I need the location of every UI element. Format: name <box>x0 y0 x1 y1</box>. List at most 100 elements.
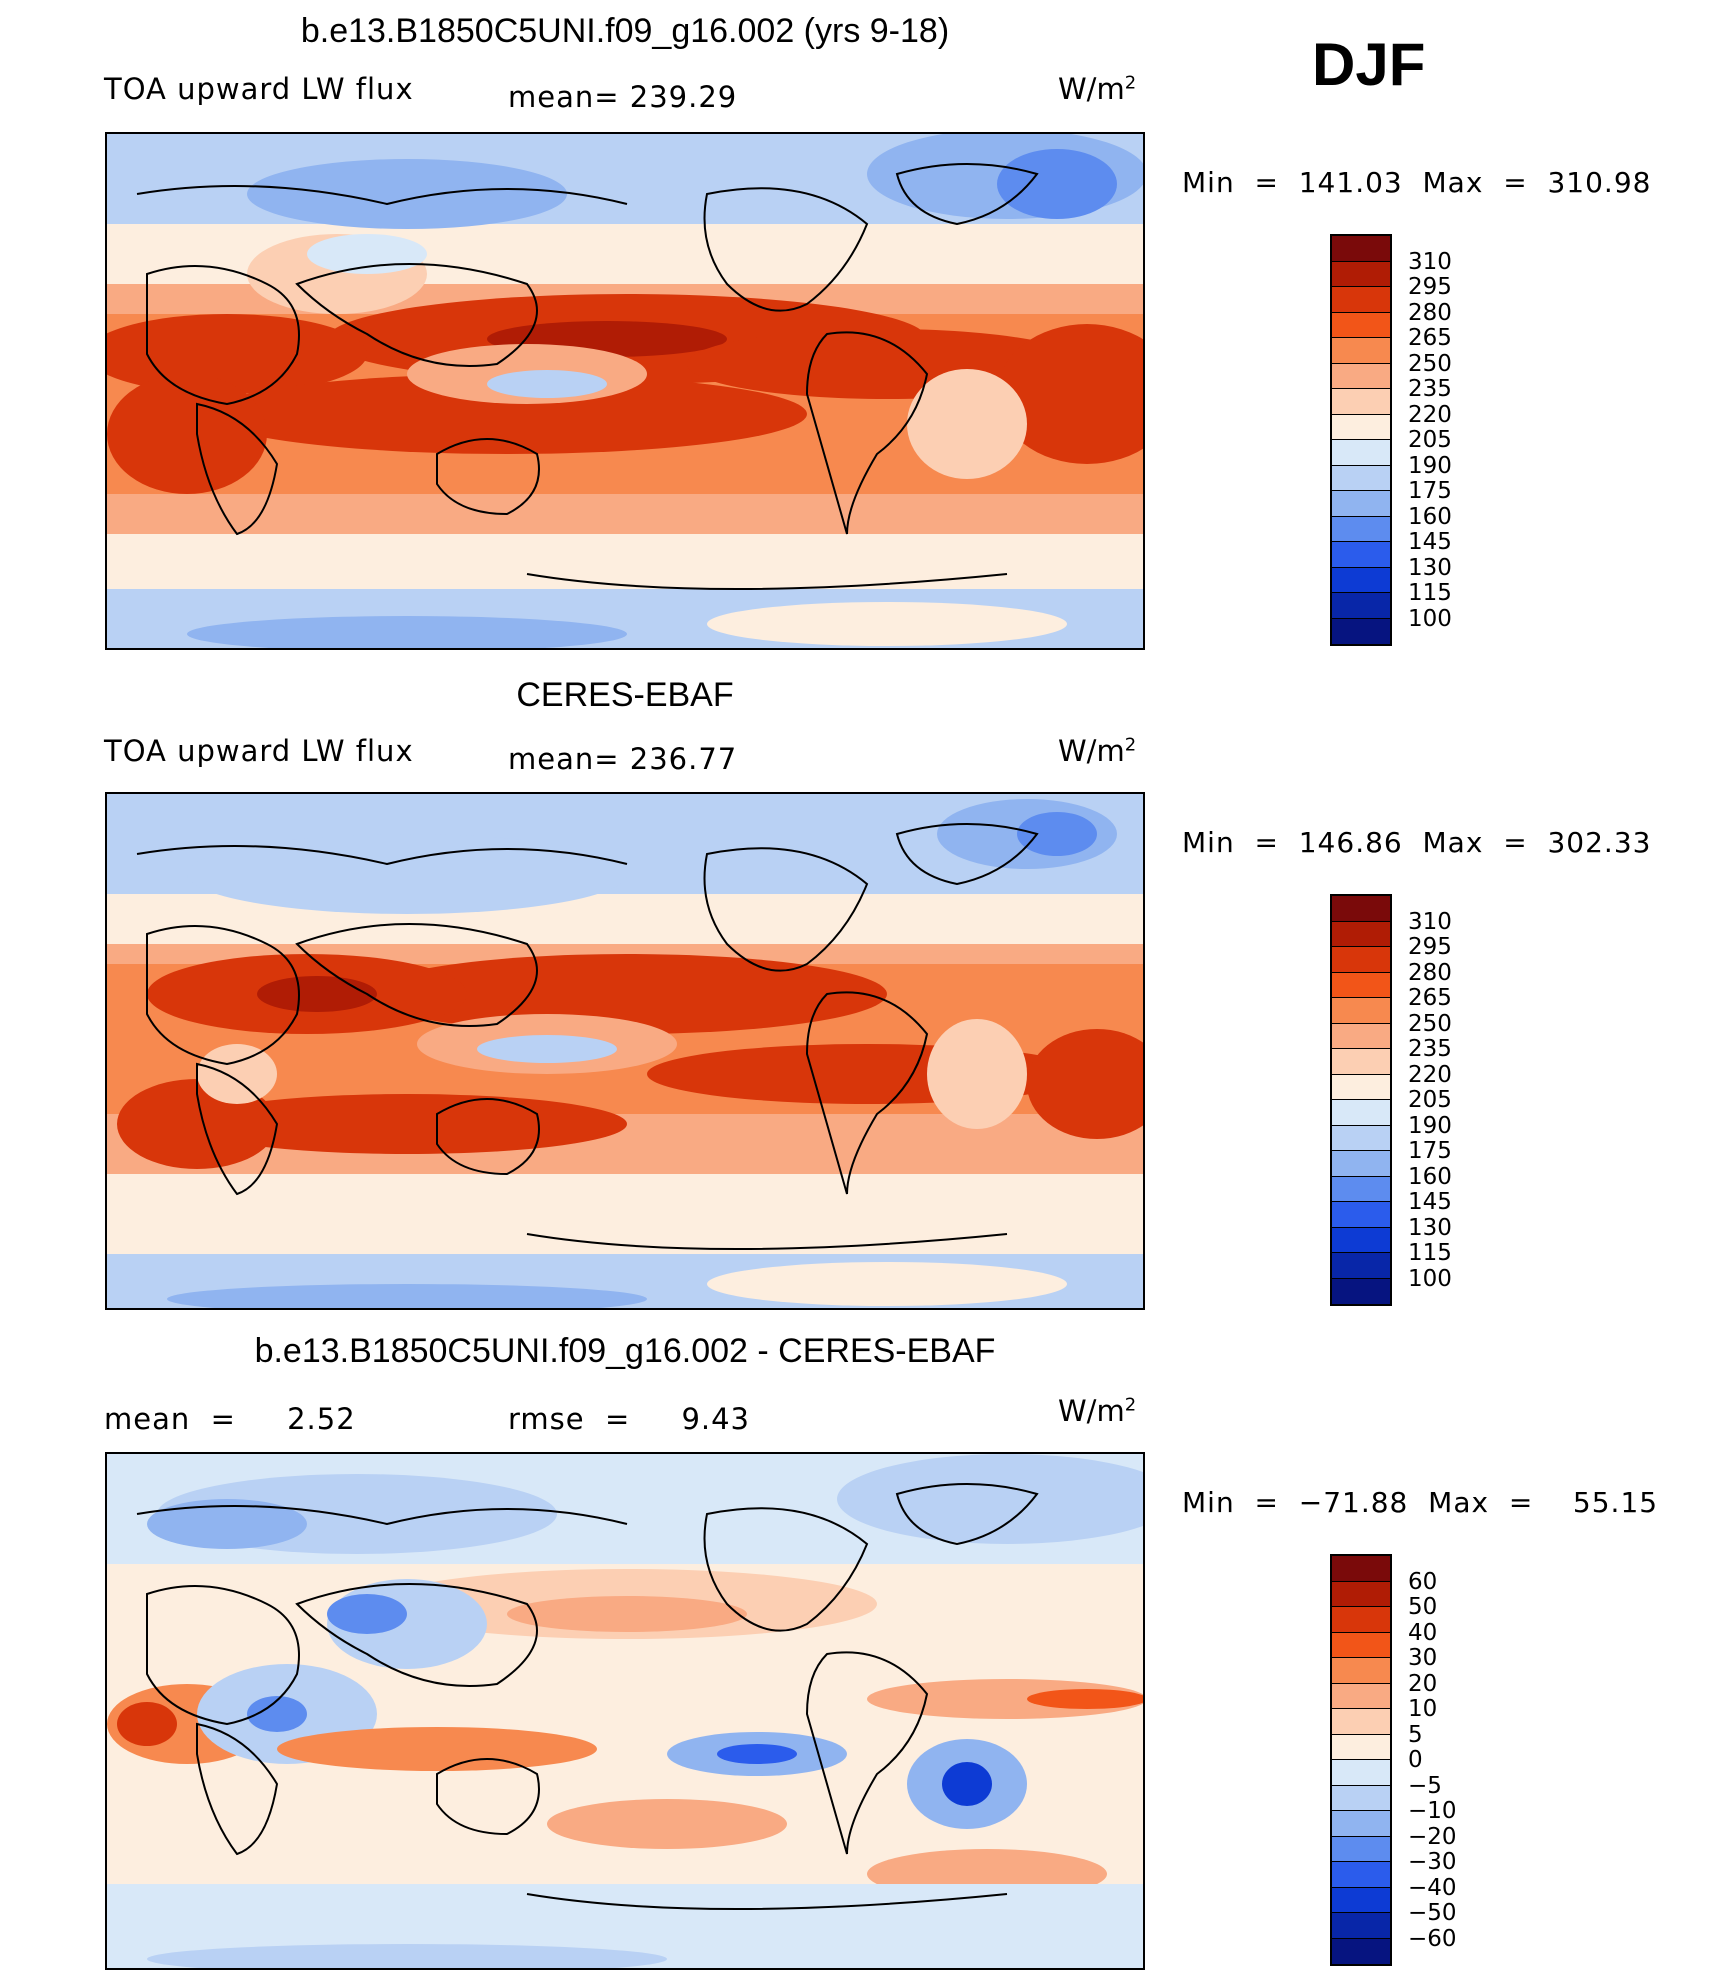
colorbar-cell <box>1332 998 1390 1024</box>
colorbar-tick-label: 100 <box>1408 605 1452 632</box>
colorbar-cell <box>1332 1074 1390 1100</box>
colorbar-cell <box>1332 1202 1390 1228</box>
colorbar-cell <box>1332 1023 1390 1049</box>
colorbar-cell <box>1332 1049 1390 1075</box>
colorbar-cell <box>1332 896 1390 922</box>
colorbar-tick-label: 20 <box>1408 1670 1438 1697</box>
colorbar-cell <box>1332 363 1390 389</box>
colorbar-tick-label: −40 <box>1408 1874 1457 1901</box>
colorbar-tick-label: −10 <box>1408 1798 1457 1824</box>
colorbar-tick-label: 250 <box>1408 1010 1452 1037</box>
colorbar-cell <box>1332 1607 1390 1633</box>
colorbar-cell <box>1332 1658 1390 1684</box>
colorbar-cell <box>1332 1913 1390 1939</box>
colorbar-tick-label: 130 <box>1408 1214 1452 1241</box>
colorbar-cell <box>1332 414 1390 440</box>
colorbar-cell <box>1332 338 1390 364</box>
colorbar-cell <box>1332 1100 1390 1126</box>
colorbar-tick-label: −50 <box>1408 1900 1457 1926</box>
colorbar-cell <box>1332 567 1390 593</box>
colorbar-cell <box>1332 1227 1390 1253</box>
colorbar-tick-label: 175 <box>1408 1138 1452 1164</box>
colorbar-cell <box>1332 261 1390 287</box>
colorbar-cell <box>1332 921 1390 947</box>
colorbar-cell <box>1332 491 1390 517</box>
panel-1-map <box>105 132 1145 650</box>
colorbar-cell <box>1332 312 1390 338</box>
colorbar-cell <box>1332 1734 1390 1760</box>
colorbar-tick-label: 265 <box>1408 985 1452 1011</box>
panel-3-mean-label: mean = 2.52 <box>104 1402 356 1436</box>
panel-1-variable-label: TOA upward LW flux <box>104 72 414 106</box>
colorbar-cell <box>1332 1176 1390 1202</box>
colorbar-tick-label: 115 <box>1408 580 1452 606</box>
panel-3-title: b.e13.B1850C5UNI.f09_g16.002 - CERES-EBA… <box>254 1332 996 1370</box>
panel-2-colorbar <box>1330 894 1392 1306</box>
colorbar-tick-label: 145 <box>1408 1189 1452 1215</box>
colorbar-cell <box>1332 1253 1390 1279</box>
panel-3-rmse-label: rmse = 9.43 <box>508 1402 751 1436</box>
colorbar-cell <box>1332 972 1390 998</box>
colorbar-tick-label: 205 <box>1408 427 1452 453</box>
colorbar-tick-label: 10 <box>1408 1696 1438 1722</box>
colorbar-tick-label: 220 <box>1408 1061 1452 1088</box>
colorbar-tick-label: 60 <box>1408 1568 1438 1595</box>
colorbar-cell <box>1332 1581 1390 1607</box>
panel-1-mean-label: mean= 239.29 <box>508 80 738 114</box>
colorbar-tick-label: 0 <box>1408 1747 1423 1773</box>
panel-1-units: W/m2 <box>1058 72 1137 106</box>
colorbar-tick-label: 175 <box>1408 478 1452 504</box>
panel-1-title: b.e13.B1850C5UNI.f09_g16.002 (yrs 9-18) <box>300 12 950 50</box>
colorbar-tick-label: 265 <box>1408 325 1452 351</box>
panel-3-map <box>105 1452 1145 1970</box>
colorbar-tick-label: 5 <box>1408 1721 1423 1748</box>
colorbar-cell <box>1332 287 1390 313</box>
panel-2-title: CERES-EBAF <box>516 676 734 714</box>
colorbar-cell <box>1332 1683 1390 1709</box>
panel-2-mean-label: mean= 236.77 <box>508 742 738 776</box>
panel-1-colorbar <box>1330 234 1392 646</box>
colorbar-tick-label: 235 <box>1408 376 1452 402</box>
colorbar-tick-label: −30 <box>1408 1849 1457 1875</box>
colorbar-cell <box>1332 1811 1390 1837</box>
colorbar-tick-label: 205 <box>1408 1087 1452 1113</box>
colorbar-tick-label: 190 <box>1408 1112 1452 1139</box>
colorbar-cell <box>1332 516 1390 542</box>
colorbar-tick-label: 220 <box>1408 401 1452 428</box>
colorbar-cell <box>1332 1632 1390 1658</box>
colorbar-cell <box>1332 389 1390 415</box>
colorbar-tick-label: 160 <box>1408 503 1452 530</box>
panel-3-colorbar <box>1330 1554 1392 1966</box>
colorbar-cell <box>1332 1938 1390 1964</box>
panel-3-minmax: Min = −71.88 Max = 55.15 <box>1182 1486 1659 1519</box>
colorbar-tick-label: −20 <box>1408 1823 1457 1850</box>
colorbar-cell <box>1332 1760 1390 1786</box>
colorbar-tick-label: 235 <box>1408 1036 1452 1062</box>
colorbar-tick-label: 145 <box>1408 529 1452 555</box>
colorbar-tick-label: 130 <box>1408 554 1452 581</box>
colorbar-tick-label: 40 <box>1408 1619 1438 1646</box>
colorbar-tick-label: 310 <box>1408 248 1452 275</box>
colorbar-cell <box>1332 1125 1390 1151</box>
colorbar-cell <box>1332 593 1390 619</box>
colorbar-cell <box>1332 542 1390 568</box>
panel-2-contour-field <box>107 794 1143 1308</box>
colorbar-tick-label: 280 <box>1408 299 1452 326</box>
panel-1-contour-field <box>107 134 1143 648</box>
colorbar-cell <box>1332 1709 1390 1735</box>
colorbar-cell <box>1332 1862 1390 1888</box>
colorbar-tick-label: 295 <box>1408 274 1452 300</box>
colorbar-tick-label: 250 <box>1408 350 1452 377</box>
colorbar-tick-label: 115 <box>1408 1240 1452 1266</box>
colorbar-cell <box>1332 1556 1390 1582</box>
colorbar-tick-label: 280 <box>1408 959 1452 986</box>
panel-2-minmax: Min = 146.86 Max = 302.33 <box>1182 826 1652 859</box>
colorbar-tick-label: 50 <box>1408 1594 1438 1620</box>
colorbar-tick-label: 160 <box>1408 1163 1452 1190</box>
colorbar-cell <box>1332 440 1390 466</box>
panel-3-contour-field <box>107 1454 1143 1968</box>
panel-2-variable-label: TOA upward LW flux <box>104 734 414 768</box>
colorbar-cell <box>1332 1278 1390 1304</box>
colorbar-tick-label: −5 <box>1408 1772 1442 1799</box>
panel-2-units: W/m2 <box>1058 734 1137 768</box>
